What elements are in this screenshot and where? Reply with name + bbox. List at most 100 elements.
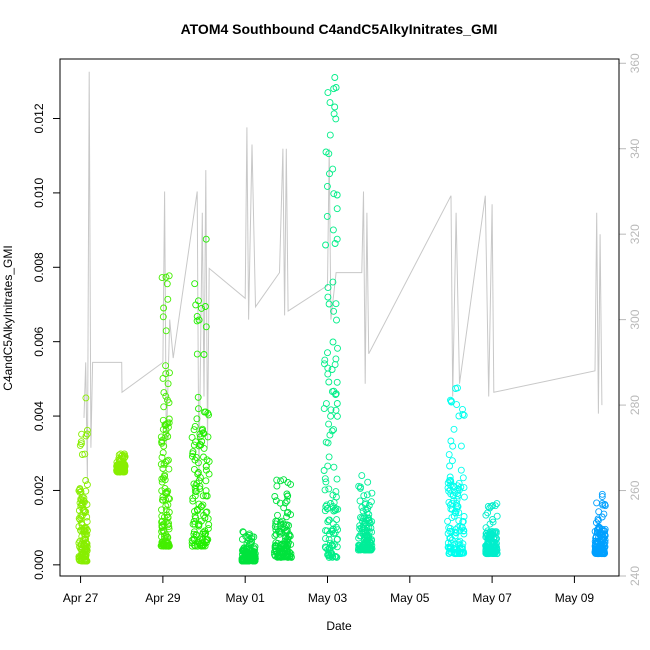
data-point xyxy=(118,462,126,469)
data-point xyxy=(163,488,171,496)
data-point xyxy=(285,531,293,539)
data-point xyxy=(160,442,168,450)
data-point xyxy=(333,475,341,483)
data-point xyxy=(448,457,456,465)
data-point xyxy=(191,484,199,492)
data-point xyxy=(82,477,90,484)
data-point xyxy=(201,303,209,310)
data-point xyxy=(157,460,165,468)
data-point xyxy=(162,458,170,466)
data-point xyxy=(196,430,204,438)
data-point xyxy=(164,542,172,550)
data-point xyxy=(202,487,210,495)
data-point xyxy=(271,493,279,500)
data-point xyxy=(493,535,501,543)
data-point xyxy=(191,280,199,288)
data-point xyxy=(330,426,338,434)
data-point xyxy=(273,476,281,484)
data-point xyxy=(160,474,167,482)
data-point xyxy=(328,366,336,373)
data-point xyxy=(76,441,84,449)
data-point xyxy=(445,451,453,459)
data-point xyxy=(194,521,202,529)
data-point xyxy=(325,300,333,308)
data-point xyxy=(455,517,463,525)
chart-title: ATOM4 Southbound C4andC5AlkyInitrates_GM… xyxy=(181,21,498,37)
series-1 xyxy=(113,450,129,476)
data-point xyxy=(164,380,172,388)
data-point xyxy=(117,466,125,474)
data-point xyxy=(159,465,167,472)
data-point xyxy=(333,205,341,213)
data-point xyxy=(490,534,498,542)
data-point xyxy=(204,515,212,523)
data-point xyxy=(273,482,281,490)
data-point xyxy=(82,394,90,402)
data-point xyxy=(362,531,370,539)
data-point xyxy=(361,499,369,507)
data-point xyxy=(601,502,609,510)
data-point xyxy=(190,480,198,488)
data-point xyxy=(324,349,331,357)
data-point xyxy=(283,490,291,498)
data-point xyxy=(460,527,468,535)
data-point xyxy=(283,513,291,521)
data-point xyxy=(333,536,341,544)
secondary-series xyxy=(83,71,603,483)
data-point xyxy=(280,504,288,512)
data-point xyxy=(594,517,602,524)
data-point xyxy=(328,541,336,549)
y-axis-label: C4andC5AlkyInitrates_GMI xyxy=(1,245,15,390)
data-point xyxy=(320,467,328,474)
data-point xyxy=(368,489,376,497)
data-point xyxy=(81,498,89,506)
data-point xyxy=(365,516,373,524)
data-point xyxy=(272,547,280,555)
data-point xyxy=(165,399,173,407)
data-point xyxy=(460,530,468,538)
data-point xyxy=(117,450,125,458)
data-point xyxy=(333,378,341,386)
data-point xyxy=(79,536,87,544)
data-point xyxy=(322,438,330,446)
data-point xyxy=(450,550,458,558)
data-point xyxy=(454,540,462,548)
series-3 xyxy=(188,235,213,550)
data-point xyxy=(594,547,602,555)
data-point xyxy=(358,472,366,480)
data-point xyxy=(83,430,91,438)
data-point xyxy=(83,481,91,489)
data-point xyxy=(331,74,339,81)
data-point xyxy=(158,518,166,526)
data-point xyxy=(452,526,460,534)
data-point xyxy=(166,369,173,377)
data-point xyxy=(333,191,341,199)
data-point xyxy=(595,544,602,552)
data-point xyxy=(448,505,456,513)
data-point xyxy=(190,536,198,544)
data-point xyxy=(328,427,336,435)
data-point xyxy=(446,473,454,481)
data-point xyxy=(190,517,198,525)
data-point xyxy=(332,390,340,398)
y-tick-label: 0.012 xyxy=(32,103,46,133)
data-point xyxy=(188,433,196,441)
data-point xyxy=(287,553,295,561)
y2-tick-label: 280 xyxy=(628,395,642,415)
data-point xyxy=(324,370,332,378)
data-point xyxy=(491,502,499,510)
data-point xyxy=(330,530,337,538)
data-point xyxy=(193,350,201,358)
data-point xyxy=(249,557,257,565)
data-point xyxy=(322,148,330,156)
data-point xyxy=(159,449,167,457)
data-point xyxy=(332,355,340,363)
data-point xyxy=(202,477,210,485)
data-point xyxy=(203,456,211,464)
data-point xyxy=(195,537,203,545)
data-point xyxy=(489,531,497,539)
data-point xyxy=(196,433,204,441)
data-point xyxy=(444,484,452,492)
data-point xyxy=(450,425,458,433)
data-point xyxy=(158,523,166,531)
